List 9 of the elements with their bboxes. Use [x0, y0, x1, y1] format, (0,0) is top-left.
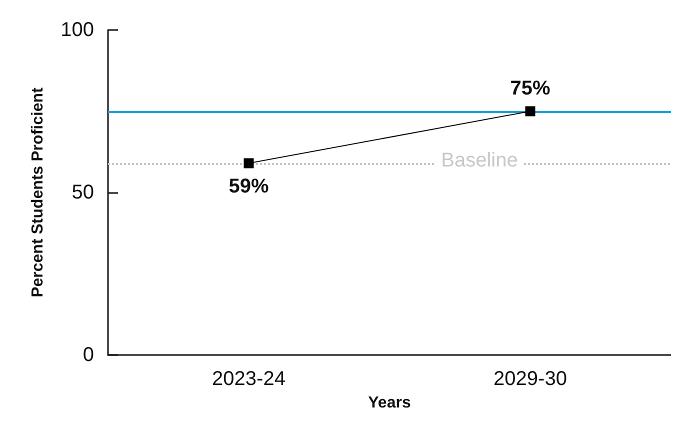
data-label: 75%: [510, 77, 550, 100]
x-tick-label: 2023-24: [212, 368, 286, 390]
y-tick-label: 50: [72, 182, 94, 204]
data-label: 59%: [228, 175, 269, 198]
x-axis-title: Years: [368, 394, 411, 412]
y-axis-title: Percent Students Proficient: [30, 86, 46, 298]
y-tick-label: 100: [60, 19, 94, 41]
y-tick-label: 0: [82, 344, 94, 366]
x-tick-label: 2029-30: [494, 368, 567, 390]
